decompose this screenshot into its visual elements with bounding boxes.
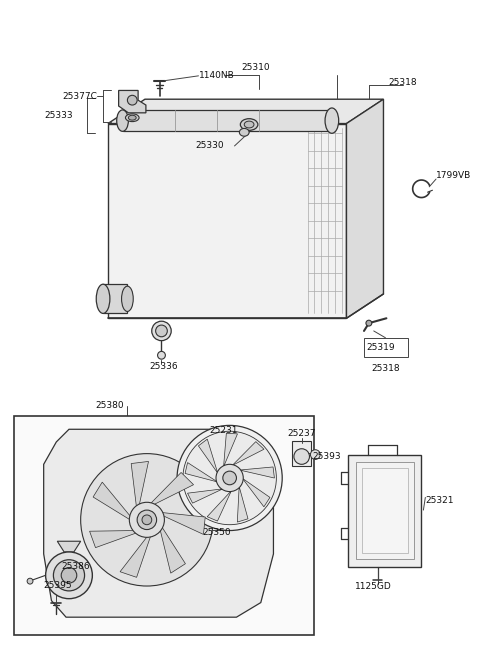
Polygon shape (237, 467, 275, 478)
Polygon shape (237, 484, 248, 522)
Polygon shape (108, 124, 347, 318)
Text: 25318: 25318 (388, 78, 417, 87)
Bar (103, 284, 127, 313)
Text: 25321: 25321 (425, 496, 454, 505)
Bar (14, 416, 314, 635)
Circle shape (311, 450, 320, 459)
Text: 25386: 25386 (61, 562, 90, 571)
Text: 25395: 25395 (44, 581, 72, 589)
Text: 25237: 25237 (287, 428, 315, 438)
Ellipse shape (325, 108, 339, 133)
Ellipse shape (240, 128, 249, 136)
Polygon shape (44, 429, 274, 617)
Circle shape (142, 515, 152, 525)
Circle shape (27, 578, 33, 584)
Polygon shape (148, 472, 193, 507)
Bar (356, 463, 414, 558)
Circle shape (216, 464, 243, 491)
Polygon shape (223, 433, 238, 469)
Polygon shape (159, 524, 185, 573)
Text: 25333: 25333 (45, 111, 73, 120)
Polygon shape (188, 487, 225, 503)
Text: 1799VB: 1799VB (436, 171, 471, 179)
Text: 25318: 25318 (372, 365, 400, 373)
Bar (362, 468, 408, 553)
Ellipse shape (117, 110, 128, 131)
Text: 25319: 25319 (366, 343, 395, 352)
Circle shape (294, 449, 310, 464)
Text: 25330: 25330 (195, 141, 224, 150)
Circle shape (46, 552, 92, 599)
Text: 25310: 25310 (241, 62, 270, 72)
Circle shape (137, 510, 156, 530)
Circle shape (223, 471, 237, 485)
Ellipse shape (240, 119, 258, 130)
Text: 25336: 25336 (150, 363, 179, 371)
Text: 25380: 25380 (95, 401, 124, 411)
Ellipse shape (121, 286, 133, 311)
Text: 25231: 25231 (209, 426, 238, 435)
Circle shape (157, 351, 166, 359)
Polygon shape (240, 477, 270, 507)
Text: 1125GD: 1125GD (355, 583, 392, 591)
Polygon shape (347, 99, 384, 318)
Circle shape (183, 431, 276, 525)
Polygon shape (230, 442, 264, 467)
Polygon shape (119, 91, 146, 113)
Circle shape (61, 568, 77, 583)
Circle shape (127, 95, 137, 105)
Polygon shape (57, 541, 81, 552)
Polygon shape (158, 512, 205, 534)
Ellipse shape (128, 115, 136, 120)
Ellipse shape (96, 284, 110, 313)
Polygon shape (207, 488, 232, 521)
Polygon shape (120, 533, 152, 578)
Circle shape (152, 321, 171, 341)
Circle shape (81, 453, 213, 586)
Circle shape (177, 425, 282, 531)
Bar (364, 338, 408, 357)
Text: 1140NB: 1140NB (198, 72, 234, 80)
Polygon shape (185, 463, 220, 483)
Text: 25377C: 25377C (62, 92, 97, 101)
Polygon shape (198, 439, 219, 475)
Text: 25350: 25350 (203, 528, 231, 537)
Circle shape (156, 325, 168, 337)
Circle shape (366, 320, 372, 326)
Polygon shape (93, 482, 133, 522)
Polygon shape (108, 99, 384, 124)
Bar (292, 441, 312, 466)
Polygon shape (90, 530, 140, 548)
Ellipse shape (244, 121, 254, 128)
Bar (348, 455, 421, 566)
Circle shape (53, 560, 84, 591)
Polygon shape (131, 461, 148, 510)
Bar (122, 110, 332, 131)
Ellipse shape (125, 114, 139, 122)
Text: 25393: 25393 (312, 452, 341, 461)
Circle shape (129, 503, 165, 537)
